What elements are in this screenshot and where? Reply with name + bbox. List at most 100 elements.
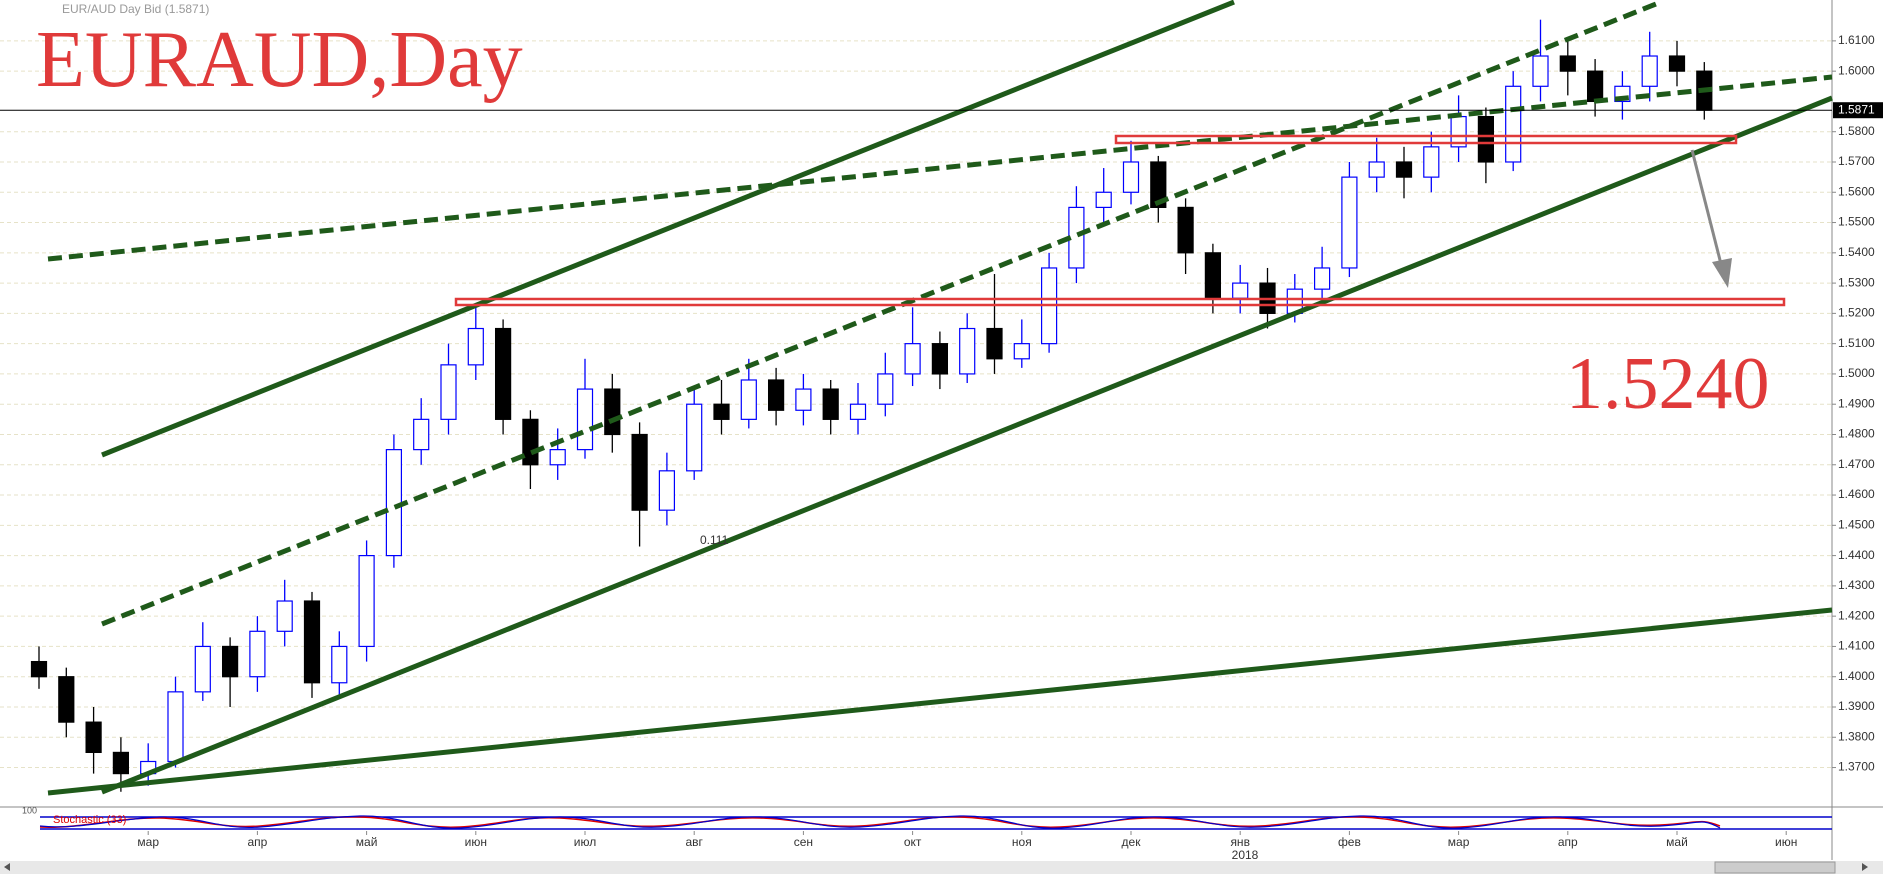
candle-body [1232, 282, 1249, 299]
candle-body [904, 343, 921, 375]
target-label: 1.5240 [1566, 343, 1770, 425]
candle-body [549, 449, 566, 466]
x-tick-label: мар [137, 835, 159, 849]
candle-body [631, 433, 648, 511]
candle-body [1013, 343, 1030, 360]
candle-body [249, 630, 266, 678]
candle-body [1095, 191, 1112, 209]
candle-body [1122, 161, 1140, 193]
y-tick-label: 1.4600 [1838, 487, 1875, 501]
candle-body [795, 388, 812, 411]
x-tick-label: май [356, 835, 378, 849]
x-axis: мар апр май июн июл авг сен окт ноя дек янв фев мар а… [137, 831, 1797, 849]
trend-lines [47, 0, 1833, 796]
candle-body [1505, 85, 1522, 163]
candle-body [1313, 267, 1331, 290]
candle-body [331, 645, 348, 684]
channel-upper [101, 0, 1235, 458]
y-tick-label: 1.4300 [1838, 578, 1875, 592]
candle-body [58, 676, 75, 723]
y-tick-label: 1.5200 [1838, 306, 1875, 320]
y-tick-label: 1.4100 [1838, 639, 1875, 653]
candle-body [167, 691, 184, 763]
x-tick-label: апр [247, 835, 267, 849]
scroll-left[interactable] [4, 863, 10, 871]
flat-resistance [47, 74, 1833, 262]
candle-body [1068, 206, 1085, 269]
y-tick-label: 1.3700 [1838, 760, 1875, 774]
candle-body [849, 403, 867, 420]
candle-body [112, 751, 130, 775]
y-tick-label: 1.5800 [1838, 124, 1875, 138]
y-tick-label: 1.6100 [1838, 33, 1875, 47]
y-tick-label: 1.4800 [1838, 427, 1875, 441]
y-tick-label: 1.6000 [1838, 63, 1875, 77]
x-tick-label: июн [465, 835, 487, 849]
grid: 1.3700 1.3800 1.3900 1.4000 1.4100 1.4200 1.43… [0, 33, 1875, 774]
y-tick-label: 1.4000 [1838, 669, 1875, 683]
candle-body [522, 418, 539, 466]
x-tick-label: ноя [1012, 835, 1032, 849]
x-tick-label: сен [794, 835, 813, 849]
x-tick-label: янв [1230, 835, 1250, 849]
indicator-top: 100 [22, 805, 37, 815]
y-tick-label: 1.5400 [1838, 245, 1875, 259]
candle-body [1204, 252, 1222, 299]
y-tick-label: 1.4500 [1838, 517, 1875, 531]
y-tick-label: 1.5300 [1838, 275, 1875, 289]
candle-body [494, 327, 512, 420]
candle-body [576, 388, 594, 451]
candle-body [221, 645, 239, 678]
candle-body [1150, 161, 1167, 209]
long-support [47, 607, 1833, 796]
scrollbar[interactable] [0, 861, 1883, 874]
candle-body [1477, 115, 1495, 163]
y-tick-label: 1.5500 [1838, 215, 1875, 229]
candle-body [1668, 55, 1686, 72]
x-tick-label: июн [1775, 835, 1797, 849]
last-price-label: 1.5871 [1838, 102, 1875, 116]
fib-label: 0.111 [700, 533, 729, 547]
candle-body [822, 388, 839, 420]
candle-body [1423, 146, 1440, 178]
candle-body [877, 373, 894, 405]
y-tick-label: 1.4700 [1838, 457, 1875, 471]
x-tick-label: фев [1338, 835, 1361, 849]
candle-body [385, 449, 403, 557]
y-tick-label: 1.4400 [1838, 548, 1875, 562]
channel-lower [101, 95, 1833, 795]
x-tick-label: мар [1448, 835, 1470, 849]
scroll-right[interactable] [1862, 863, 1868, 871]
candle-body [767, 379, 785, 411]
y-tick-label: 1.3900 [1838, 699, 1875, 713]
x-tick-label: июл [574, 835, 596, 849]
y-tick-label: 1.5100 [1838, 336, 1875, 350]
candle-body [1532, 55, 1549, 87]
x-tick-label: окт [904, 835, 922, 849]
stoch-main [39, 815, 1721, 829]
y-tick-label: 1.5700 [1838, 154, 1875, 168]
current-price: 1.5871 [0, 102, 1883, 119]
channel-mid [101, 1, 1657, 627]
candle-body [467, 327, 484, 366]
target-zone [454, 297, 1786, 307]
candle-body [413, 418, 430, 451]
candle-body [713, 403, 730, 420]
y-tick-label: 1.5000 [1838, 366, 1875, 380]
last-price-tag [1833, 102, 1883, 119]
candle-body [30, 660, 48, 678]
y-tick-label: 1.5600 [1838, 184, 1875, 198]
x-tick-label: дек [1122, 835, 1142, 849]
y-tick-label: 1.3800 [1838, 729, 1875, 743]
candle-body [1395, 161, 1413, 178]
scrollbar-thumb[interactable] [1714, 861, 1836, 874]
candle-body [986, 327, 1003, 360]
year-label: 2018 [1232, 848, 1259, 862]
candle-body [194, 645, 211, 693]
arrow-shaft [1690, 149, 1724, 269]
candle-body [1641, 55, 1658, 87]
candle-body [358, 555, 375, 648]
candle-body [276, 600, 293, 632]
arrow-head [1712, 258, 1732, 288]
